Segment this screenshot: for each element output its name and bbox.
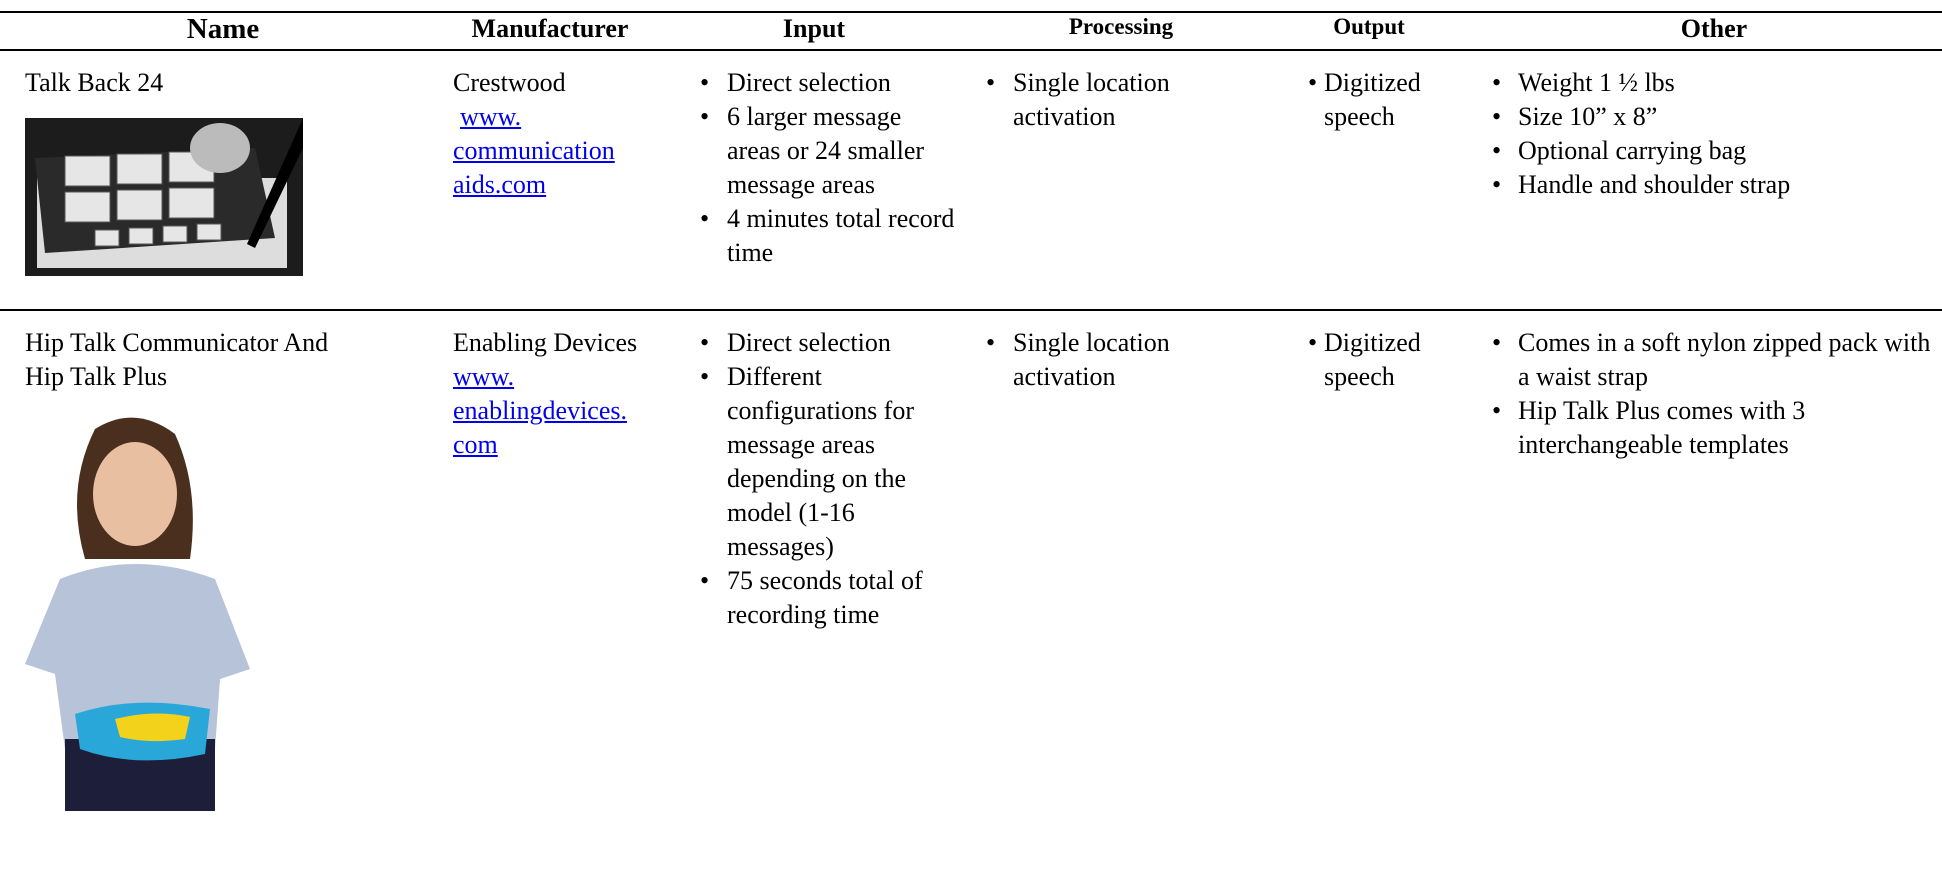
column-header: Input [782, 14, 846, 43]
manufacturer-cell: Crestwood www. communication aids.com [453, 66, 683, 202]
bullet: • [700, 362, 710, 391]
talk-back-image [25, 118, 303, 276]
website: www. enablingdevices. com [453, 360, 683, 462]
row-rule [0, 309, 1942, 311]
website-link[interactable]: aids.com [453, 170, 547, 199]
bullet: • [1492, 136, 1502, 165]
input-text: 75 seconds total of recording time [727, 566, 923, 629]
column-header: Manufacturer [471, 14, 629, 43]
bullet: • [700, 328, 710, 357]
processing-item: • Single location activation [986, 326, 1263, 394]
input-item: • Direct selection [700, 66, 957, 100]
bullet: • [700, 68, 710, 97]
input-item: • 4 minutes total record time [700, 202, 957, 270]
other-text: Weight 1 ½ lbs [1518, 68, 1675, 97]
input-text: Direct selection [727, 328, 891, 357]
hip-talk-image [25, 417, 250, 811]
bullet: • [986, 328, 996, 357]
website-link[interactable]: communication [453, 136, 615, 165]
top-rule [0, 11, 1942, 13]
manufacturer: Crestwood [453, 68, 566, 97]
output-item: • Digitized speech [1308, 326, 1474, 394]
input-item: • Direct selection [700, 326, 957, 360]
processing-text: Single location activation [1013, 68, 1170, 131]
other-item: • Optional carrying bag [1492, 134, 1938, 168]
bullet: • [700, 102, 710, 131]
processing-list: • Single location activation [986, 66, 1263, 134]
website-link[interactable]: enablingdevices. [453, 396, 627, 425]
column-header: Other [1680, 14, 1748, 43]
other-text: Handle and shoulder strap [1518, 170, 1791, 199]
bullet: • [700, 566, 710, 595]
processing-text: Single location activation [1013, 328, 1170, 391]
output-text: Digitized speech [1324, 68, 1421, 131]
output-text: Digitized speech [1324, 328, 1421, 391]
other-item: • Hip Talk Plus comes with 3 interchangea… [1492, 394, 1938, 462]
processing-item: • Single location activation [986, 66, 1263, 134]
other-item: • Comes in a soft nylon zipped pack with … [1492, 326, 1938, 394]
input-item: • Different configurations for message ar… [700, 360, 957, 564]
other-item: • Weight 1 ½ lbs [1492, 66, 1938, 100]
bullet: • [1492, 102, 1502, 131]
website-link[interactable]: com [453, 430, 498, 459]
output-list: • Digitized speech [1308, 66, 1474, 134]
column-header: Processing [1068, 14, 1174, 39]
input-text: 6 larger message areas or 24 smaller mes… [727, 102, 925, 199]
input-text: Direct selection [727, 68, 891, 97]
output-list: • Digitized speech [1308, 326, 1474, 394]
manufacturer-cell: Enabling Devices www. enablingdevices. com [453, 326, 683, 462]
other-text: Size 10” x 8” [1518, 102, 1658, 131]
manufacturer: Enabling Devices [453, 328, 638, 357]
input-item: • 75 seconds total of recording time [700, 564, 957, 632]
column-header: Name [186, 13, 260, 45]
website-link[interactable]: www. [453, 362, 515, 391]
bullet: • [1492, 328, 1502, 357]
other-text: Optional carrying bag [1518, 136, 1747, 165]
other-text: Comes in a soft nylon zipped pack with a… [1518, 328, 1931, 391]
bullet: • [1492, 396, 1502, 425]
input-text: 4 minutes total record time [727, 204, 955, 267]
website: www. communication aids.com [453, 100, 683, 202]
device-name: Hip Talk Communicator And Hip Talk Plus [25, 328, 329, 391]
input-item: • 6 larger message areas or 24 smaller me… [700, 100, 957, 202]
other-text: Hip Talk Plus comes with 3 interchangeab… [1518, 396, 1806, 459]
website-link[interactable]: www. [460, 102, 522, 131]
processing-list: • Single location activation [986, 326, 1263, 394]
other-item: • Handle and shoulder strap [1492, 168, 1938, 202]
input-list: • Direct selection • Different configuratio… [700, 326, 957, 632]
input-list: • Direct selection • 6 larger message areas… [700, 66, 957, 270]
device-name: Talk Back 24 [25, 68, 164, 97]
other-item: • Size 10” x 8” [1492, 100, 1938, 134]
output-item: • Digitized speech [1308, 66, 1474, 134]
other-list: • Comes in a soft nylon zipped pack with … [1492, 326, 1938, 462]
bullet: • [1308, 68, 1318, 97]
column-header: Output [1333, 14, 1405, 39]
bullet: • [1308, 328, 1318, 357]
bullet: • [1492, 170, 1502, 199]
bullet: • [1492, 68, 1502, 97]
input-text: Different configurations for message are… [727, 362, 915, 561]
bullet: • [700, 204, 710, 233]
header-rule [0, 49, 1942, 51]
other-list: • Weight 1 ½ lbs • Size 10” x 8” • Optional c… [1492, 66, 1938, 202]
bullet: • [986, 68, 996, 97]
